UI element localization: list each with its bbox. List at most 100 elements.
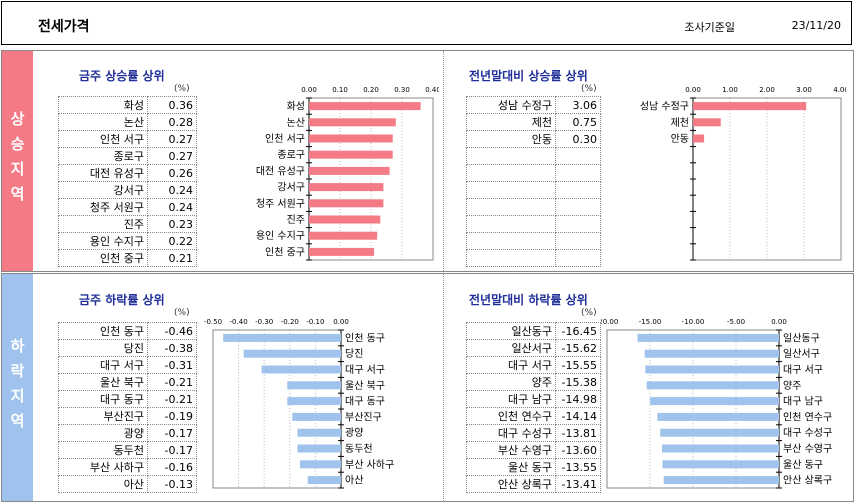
category-label: 성남 수정구	[640, 101, 689, 113]
region-name: 용인 수지구	[58, 232, 148, 250]
bar	[309, 150, 393, 159]
bar	[693, 118, 721, 127]
change-value: 0.22	[147, 232, 197, 250]
weekly-down-panel: 금주 하락률 상위 (%) 인천 동구 -0.46 당진 -0.38 대구 서구 -0.3…	[33, 274, 444, 501]
change-value: -14.14	[555, 407, 601, 425]
change-value: 0.30	[555, 130, 601, 148]
category-label: 화성	[287, 101, 305, 113]
x-tick-label: 4.00	[833, 86, 846, 94]
x-tick-label: -0.40	[230, 318, 248, 326]
category-label: 울산 북구	[345, 380, 385, 392]
table-row: 대구 수성구 -13.81	[466, 424, 601, 442]
table-row: 광양 -0.17	[58, 424, 197, 442]
table-row: 대구 남구 -14.98	[466, 390, 601, 408]
x-tick-label: 0.10	[332, 86, 348, 94]
x-tick-label: 0.00	[333, 318, 349, 326]
category-label: 광양	[345, 427, 363, 439]
weekly-up-unit: (%)	[174, 84, 190, 94]
region-name: 인천 연수구	[466, 407, 556, 425]
weekly-down-table: 인천 동구 -0.46 당진 -0.38 대구 서구 -0.31 울산 북구 -0.21 대구 …	[58, 322, 197, 493]
category-label: 부산 수영구	[783, 443, 832, 455]
category-label: 논산	[287, 117, 305, 129]
region-name: 대구 동구	[58, 390, 148, 408]
region-name: 대구 서구	[466, 356, 556, 374]
x-tick-label: 0.20	[363, 86, 379, 94]
table-row: 당진 -0.38	[58, 339, 197, 357]
change-value: 0.24	[147, 181, 197, 199]
table-row: 부산진구 -0.19	[58, 407, 197, 425]
falling-label: 하락지역	[2, 274, 33, 501]
weekly-up-table: 화성 0.36 논산 0.28 인천 서구 0.27 종로구 0.27 대전 유성구 0.26 강서…	[58, 96, 197, 267]
region-name: 논산	[58, 113, 148, 131]
bar	[297, 428, 341, 437]
category-label: 용인 수지구	[256, 230, 305, 242]
table-row	[466, 147, 601, 165]
category-label: 청주 서원구	[256, 198, 305, 210]
table-row: 대구 서구 -15.55	[466, 356, 601, 374]
table-row: 인천 동구 -0.46	[58, 322, 197, 340]
change-value: -0.17	[147, 424, 197, 442]
bar	[662, 460, 779, 469]
change-value	[555, 198, 601, 216]
region-name: 제천	[466, 113, 556, 131]
table-row: 일산동구 -16.45	[466, 322, 601, 340]
table-row: 아산 -0.13	[58, 475, 197, 493]
bar	[309, 183, 384, 192]
change-value: -0.38	[147, 339, 197, 357]
category-label: 부산진구	[345, 411, 382, 423]
bar	[261, 365, 341, 374]
region-name	[466, 215, 556, 233]
bar	[309, 118, 396, 127]
category-label: 대구 수성구	[783, 427, 832, 439]
region-name: 양주	[466, 373, 556, 391]
category-label: 안산 상록구	[783, 475, 832, 487]
bar	[650, 397, 779, 406]
change-value	[555, 232, 601, 250]
category-label: 종로구	[277, 149, 305, 161]
change-value: -13.41	[555, 475, 601, 493]
table-row: 부산 수영구 -13.60	[466, 441, 601, 459]
region-name: 부산 사하구	[58, 458, 148, 476]
x-tick-label: 0.30	[394, 86, 410, 94]
table-row	[466, 249, 601, 267]
ytd-up-title: 전년말대비 상승률 상위	[469, 69, 588, 83]
change-value: -15.55	[555, 356, 601, 374]
weekly-down-title: 금주 하락률 상위	[79, 293, 165, 307]
category-label: 일산서구	[783, 348, 820, 360]
ytd-down-table: 일산동구 -16.45 일산서구 -15.62 대구 서구 -15.55 양주 -15.38 대…	[466, 322, 601, 493]
ytd-up-table: 성남 수정구 3.06 제천 0.75 안동 0.30	[466, 96, 601, 267]
change-value: -15.38	[555, 373, 601, 391]
bar	[307, 476, 341, 485]
rising-section: 상승지역 금주 상승률 상위 (%) 화성 0.36 논산 0.28 인천 서구 0.27…	[1, 50, 854, 272]
change-value: 0.23	[147, 215, 197, 233]
bar	[309, 247, 375, 256]
category-label: 대구 동구	[345, 396, 385, 408]
table-row: 대구 서구 -0.31	[58, 356, 197, 374]
region-name: 울산 동구	[466, 458, 556, 476]
table-row: 안산 상록구 -13.41	[466, 475, 601, 493]
region-name: 강서구	[58, 181, 148, 199]
table-row	[466, 164, 601, 182]
region-name: 안산 상록구	[466, 475, 556, 493]
category-label: 인천 동구	[345, 332, 385, 344]
change-value	[555, 249, 601, 267]
x-tick-label: -20.00	[601, 318, 618, 326]
region-name: 대구 남구	[466, 390, 556, 408]
category-label: 울산 동구	[783, 459, 823, 471]
bar	[309, 215, 381, 224]
change-value: -13.81	[555, 424, 601, 442]
category-label: 동두천	[345, 443, 373, 455]
category-label: 일산동구	[783, 332, 820, 344]
category-label: 대구 서구	[783, 364, 823, 376]
category-label: 인천 중구	[265, 246, 305, 258]
table-row: 대전 유성구 0.26	[58, 164, 197, 182]
table-row: 울산 북구 -0.21	[58, 373, 197, 391]
bar	[645, 365, 779, 374]
change-value: 0.36	[147, 96, 197, 114]
category-label: 인천 서구	[265, 133, 305, 145]
region-name: 광양	[58, 424, 148, 442]
region-name: 진주	[58, 215, 148, 233]
change-value	[555, 164, 601, 182]
x-tick-label: -0.20	[281, 318, 299, 326]
change-value: -0.46	[147, 322, 197, 340]
